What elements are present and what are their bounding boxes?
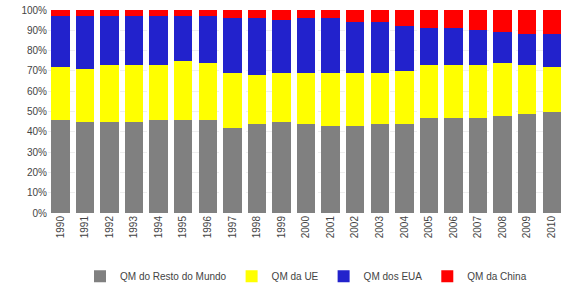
svg-text:1996: 1996 xyxy=(202,216,213,239)
svg-text:QM do Resto do Mundo: QM do Resto do Mundo xyxy=(120,271,227,282)
svg-text:1994: 1994 xyxy=(153,216,164,239)
svg-text:60%: 60% xyxy=(27,86,47,97)
svg-text:2002: 2002 xyxy=(349,216,360,239)
svg-text:2003: 2003 xyxy=(374,216,385,239)
svg-text:1990: 1990 xyxy=(55,216,66,239)
svg-text:1999: 1999 xyxy=(276,216,287,239)
svg-text:2000: 2000 xyxy=(300,216,311,239)
svg-text:QM dos EUA: QM dos EUA xyxy=(364,271,423,282)
svg-text:2007: 2007 xyxy=(472,216,483,239)
svg-text:1997: 1997 xyxy=(227,216,238,239)
svg-text:2009: 2009 xyxy=(521,216,532,239)
svg-text:2010: 2010 xyxy=(546,216,557,239)
svg-text:2001: 2001 xyxy=(325,216,336,239)
svg-text:50%: 50% xyxy=(27,106,47,117)
svg-text:QM da China: QM da China xyxy=(467,271,526,282)
svg-text:0%: 0% xyxy=(33,208,48,219)
svg-text:100%: 100% xyxy=(21,5,47,16)
svg-text:2005: 2005 xyxy=(423,216,434,239)
svg-text:2008: 2008 xyxy=(497,216,508,239)
svg-text:2004: 2004 xyxy=(399,216,410,239)
svg-text:1995: 1995 xyxy=(177,216,188,239)
svg-text:10%: 10% xyxy=(27,187,47,198)
svg-text:1992: 1992 xyxy=(104,216,115,239)
svg-text:90%: 90% xyxy=(27,25,47,36)
svg-text:30%: 30% xyxy=(27,147,47,158)
svg-text:1991: 1991 xyxy=(79,216,90,239)
svg-text:2006: 2006 xyxy=(448,216,459,239)
svg-text:1998: 1998 xyxy=(251,216,262,239)
svg-text:70%: 70% xyxy=(27,65,47,76)
svg-text:1993: 1993 xyxy=(128,216,139,239)
svg-text:20%: 20% xyxy=(27,167,47,178)
svg-text:40%: 40% xyxy=(27,126,47,137)
svg-text:80%: 80% xyxy=(27,45,47,56)
svg-text:QM da UE: QM da UE xyxy=(272,271,319,282)
